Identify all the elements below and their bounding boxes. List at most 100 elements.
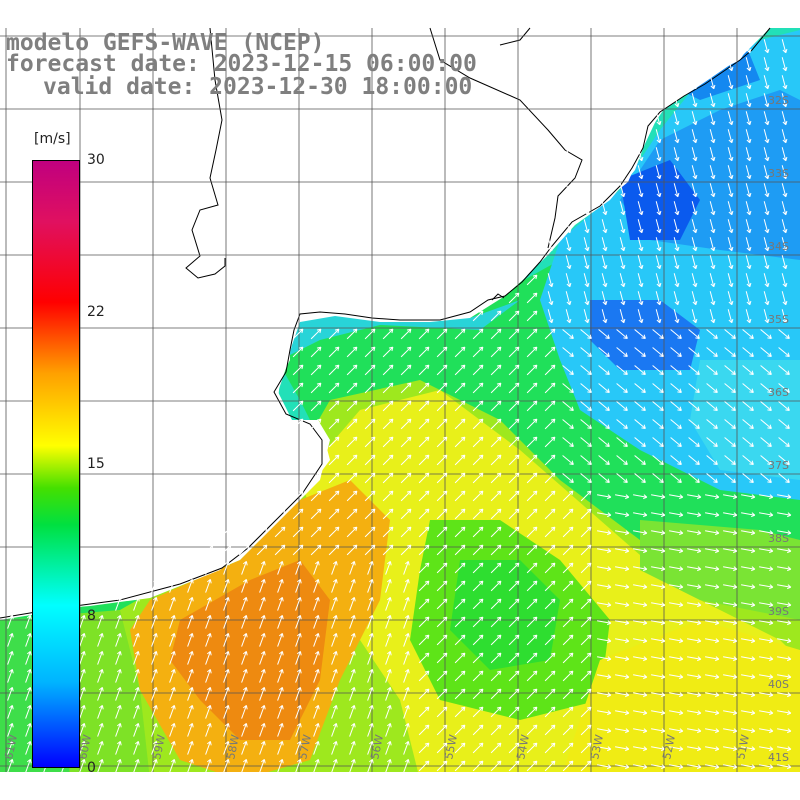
wind-arrow <box>652 419 664 429</box>
wind-arrow <box>741 566 756 572</box>
wind-arrow <box>691 93 698 108</box>
wind-arrow <box>25 615 32 629</box>
wind-arrow <box>454 634 466 646</box>
wind-arrow <box>544 652 556 664</box>
wind-arrow <box>385 597 392 611</box>
wind-arrow <box>669 764 684 770</box>
wind-arrow <box>526 436 538 448</box>
wind-arrow <box>454 742 466 754</box>
wind-arrow <box>633 674 648 680</box>
wind-arrow <box>637 219 644 234</box>
wind-arrow <box>544 580 556 592</box>
wind-arrow <box>655 75 662 90</box>
wind-arrow <box>652 383 664 393</box>
wind-arrow <box>688 365 700 375</box>
wind-arrow <box>777 710 792 716</box>
wind-arrow <box>598 401 610 411</box>
wind-arrow <box>223 723 230 737</box>
wind-arrow <box>295 723 302 737</box>
wind-arrow <box>310 526 322 538</box>
wind-arrow <box>651 512 666 518</box>
wind-arrow <box>742 347 754 357</box>
wind-arrow <box>778 365 790 375</box>
wind-arrow <box>400 382 412 394</box>
wind-arrow <box>490 472 502 484</box>
wind-arrow <box>687 728 702 734</box>
wind-arrow <box>565 39 572 54</box>
wind-arrow <box>655 183 662 198</box>
wind-arrow <box>724 365 736 375</box>
wind-arrow <box>7 705 14 719</box>
wind-arrow <box>151 651 158 665</box>
wind-arrow <box>637 255 644 270</box>
wind-arrow <box>745 165 752 180</box>
wind-arrow <box>706 437 718 447</box>
wind-arrow <box>436 598 448 610</box>
wind-arrow <box>472 472 484 484</box>
wind-arrow <box>565 129 572 144</box>
wind-arrow <box>295 579 302 593</box>
wind-arrow <box>669 638 684 644</box>
wind-arrow <box>687 566 702 572</box>
wind-arrow <box>382 526 394 538</box>
wind-arrow <box>778 437 790 447</box>
wind-arrow <box>691 183 698 198</box>
wind-arrow <box>382 364 394 376</box>
wind-arrow <box>706 383 718 393</box>
wind-arrow <box>759 674 774 680</box>
wind-arrow <box>295 741 302 755</box>
wind-arrow <box>583 111 590 126</box>
wind-arrow <box>544 670 556 682</box>
wind-arrow <box>637 309 644 324</box>
wind-arrow <box>508 760 520 772</box>
wind-arrow <box>472 724 484 736</box>
wind-arrow <box>418 418 430 430</box>
wind-arrow <box>364 526 376 538</box>
wind-arrow <box>562 383 574 393</box>
wind-arrow <box>742 383 754 393</box>
wind-arrow <box>277 687 284 701</box>
wind-arrow <box>472 346 484 358</box>
wind-arrow <box>292 544 304 556</box>
wind-arrow <box>313 615 320 629</box>
wind-arrow <box>580 473 592 483</box>
wind-arrow <box>706 455 718 465</box>
wind-arrow <box>418 382 430 394</box>
wind-arrow <box>490 760 502 772</box>
wind-arrow <box>526 274 538 286</box>
wind-speed-field <box>0 28 800 772</box>
wind-arrow <box>615 728 630 734</box>
wind-arrow <box>580 562 592 574</box>
lon-label: 57W <box>296 733 314 760</box>
wind-arrow <box>115 615 122 629</box>
wind-arrow <box>313 687 320 701</box>
wind-arrow <box>490 436 502 448</box>
wind-arrow <box>385 651 392 665</box>
wind-arrow <box>133 615 140 629</box>
wind-arrow <box>400 526 412 538</box>
wind-arrow <box>295 597 302 611</box>
wind-arrow <box>403 579 410 593</box>
wind-arrow <box>565 165 572 180</box>
wind-arrow <box>133 741 140 755</box>
wind-arrow <box>781 57 788 72</box>
wind-arrow <box>669 566 684 572</box>
wind-arrow <box>673 39 680 54</box>
wind-arrow <box>760 401 772 411</box>
wind-arrow <box>741 746 756 752</box>
wind-arrow <box>580 490 592 502</box>
wind-arrow <box>133 687 140 701</box>
wind-arrow <box>187 651 194 665</box>
wind-arrow <box>472 454 484 466</box>
wind-arrow <box>418 508 430 520</box>
wind-arrow <box>526 382 538 394</box>
wind-arrow <box>745 111 752 126</box>
wind-arrow <box>687 656 702 662</box>
wind-arrow <box>597 638 612 644</box>
wind-arrow <box>526 634 538 646</box>
wind-arrow <box>418 670 430 682</box>
wind-arrow <box>400 508 412 520</box>
wind-arrow <box>705 548 720 554</box>
wind-arrow <box>97 615 104 629</box>
wind-arrow <box>526 670 538 682</box>
